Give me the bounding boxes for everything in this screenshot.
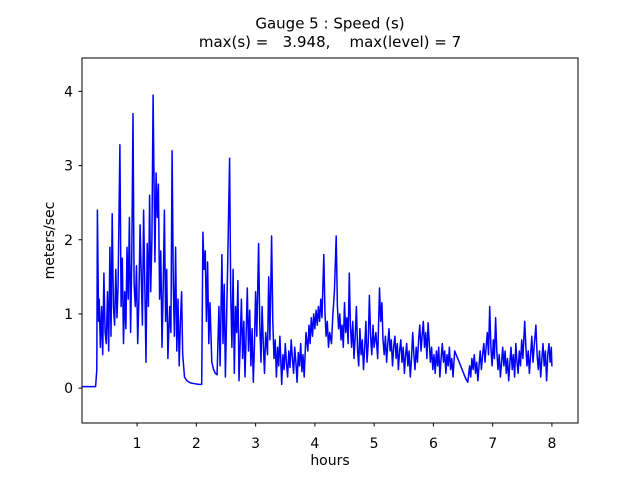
plot-area: 1 2 3 4 5 6 7 8 0 1 2 3 4: [64, 57, 579, 452]
x-tick-label: 6: [429, 436, 438, 452]
x-axis-label: hours: [310, 453, 349, 469]
x-tick-label: 1: [133, 436, 142, 452]
axes-spines: [81, 57, 579, 424]
y-tick-label: 3: [64, 159, 73, 175]
y-tick-label: 1: [64, 307, 73, 323]
x-tick-label: 7: [488, 436, 497, 452]
y-tick-label: 2: [64, 233, 73, 249]
chart-subtitle: max(s) = 3.948, max(level) = 7: [199, 33, 461, 51]
x-tick-label: 5: [370, 436, 379, 452]
x-tick-label: 2: [192, 436, 201, 452]
y-tick-label: 4: [64, 84, 73, 100]
y-axis-label: meters/sec: [42, 202, 58, 280]
x-tick-label: 3: [251, 436, 260, 452]
x-tick-label: 8: [547, 436, 556, 452]
speed-series-line: [81, 94, 553, 388]
y-tick-label: 0: [64, 381, 73, 397]
x-tick-label: 4: [310, 436, 319, 452]
chart-title: Gauge 5 : Speed (s): [255, 15, 404, 33]
